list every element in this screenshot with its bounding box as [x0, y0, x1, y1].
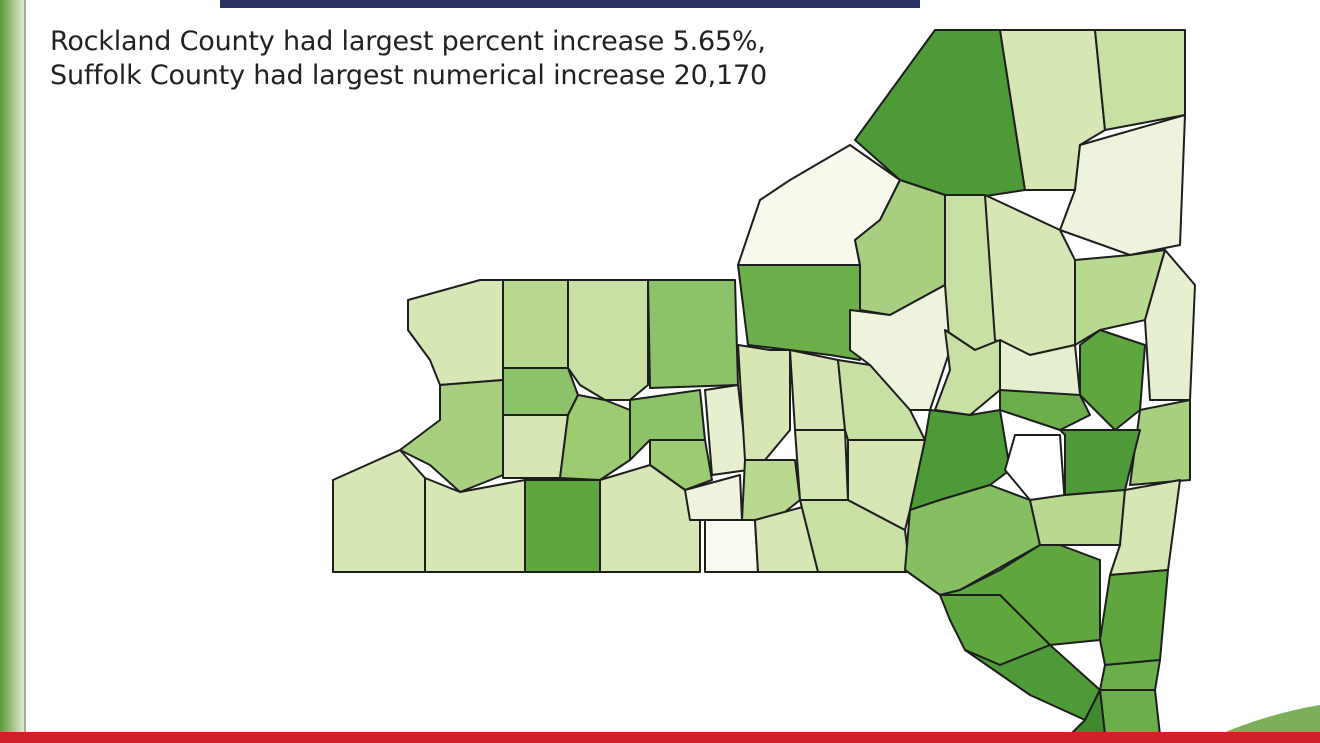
county — [984, 194, 1076, 356]
bottom-bar — [0, 732, 1320, 743]
county — [704, 519, 759, 573]
county — [847, 439, 926, 531]
county — [1029, 489, 1126, 546]
left-strip — [0, 0, 24, 743]
county — [789, 349, 846, 431]
county — [1099, 659, 1161, 691]
county — [332, 449, 426, 573]
county — [741, 459, 801, 521]
county — [502, 279, 569, 369]
county — [567, 279, 649, 401]
county — [934, 329, 1001, 416]
county — [502, 367, 579, 416]
county — [737, 344, 791, 461]
county — [999, 339, 1081, 396]
county — [999, 389, 1091, 431]
county — [1099, 569, 1169, 666]
county — [559, 394, 631, 481]
annotation-line: Suffolk County had largest numerical inc… — [50, 60, 767, 91]
annotation-line: Rockland County had largest percent incr… — [50, 26, 766, 57]
county — [524, 479, 601, 573]
county — [1099, 689, 1161, 736]
county — [794, 429, 849, 501]
county — [1059, 429, 1141, 496]
county — [737, 264, 861, 361]
county — [502, 414, 569, 479]
left-border — [24, 0, 26, 743]
county — [1129, 399, 1191, 486]
county — [424, 477, 526, 573]
top-bar — [220, 0, 920, 8]
county — [647, 279, 739, 389]
county — [649, 439, 713, 491]
county — [407, 279, 504, 386]
county — [1144, 249, 1196, 401]
county — [1094, 29, 1186, 131]
county-layer — [332, 29, 1196, 736]
